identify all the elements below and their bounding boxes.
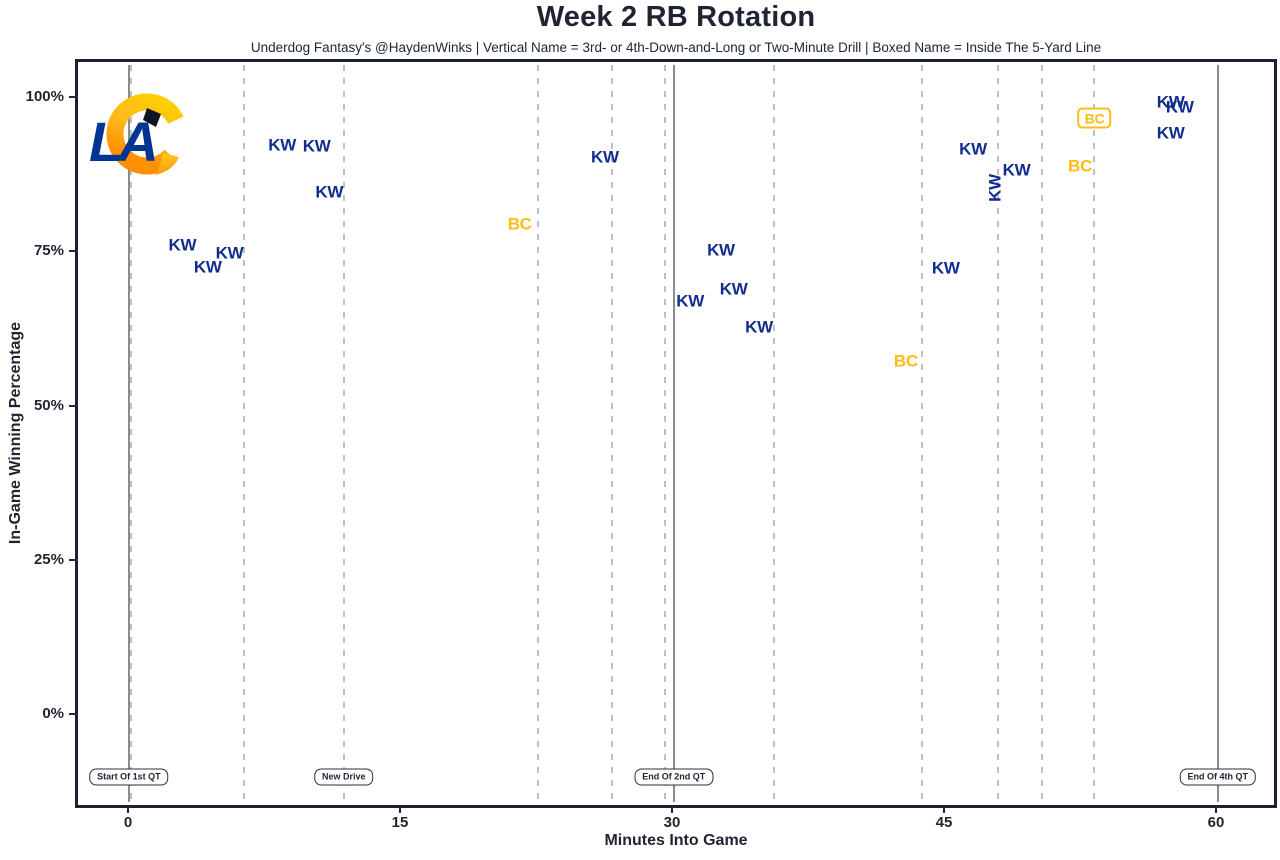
la-rams-logo-icon: LA xyxy=(89,93,188,175)
x-tick-label: 45 xyxy=(935,814,953,831)
x-tick-mark xyxy=(127,805,129,813)
x-tick-mark xyxy=(398,805,401,813)
x-tick-label: 60 xyxy=(1207,814,1225,831)
data-point-kw: KW xyxy=(719,279,748,299)
y-tick-mark xyxy=(69,96,78,98)
new-drive-gridline xyxy=(536,65,539,802)
y-tick-mark xyxy=(69,250,78,253)
chart-title: Week 2 RB Rotation xyxy=(536,1,816,33)
new-drive-gridline xyxy=(129,65,132,802)
data-point-kw: KW xyxy=(707,240,735,260)
data-point-kw: KW xyxy=(302,136,331,156)
data-point-kw: KW xyxy=(193,257,222,277)
new-drive-gridline xyxy=(1040,65,1043,802)
data-point-kw: KW xyxy=(591,147,619,167)
data-point-kw: KW xyxy=(1002,160,1031,180)
quarter-label-box: End Of 4th QT xyxy=(1179,768,1257,786)
x-tick-label: 15 xyxy=(391,814,409,831)
data-point-kw: KW xyxy=(931,258,960,278)
y-tick-label: 100% xyxy=(25,88,64,105)
data-point-kw: KW xyxy=(315,182,344,202)
data-point-kw: KW xyxy=(1165,97,1194,117)
x-tick-mark xyxy=(670,805,673,813)
quarter-line xyxy=(1216,65,1219,802)
y-tick-mark xyxy=(69,404,78,407)
new-drive-gridline xyxy=(1093,65,1096,802)
data-point-kw: KW xyxy=(959,139,987,159)
quarter-line xyxy=(672,65,675,802)
quarter-label-box: End Of 2nd QT xyxy=(634,768,714,786)
y-tick-mark xyxy=(69,713,78,715)
new-drive-label-box: New Drive xyxy=(314,768,374,786)
new-drive-gridline xyxy=(921,65,924,802)
data-point-kw: KW xyxy=(215,243,244,263)
new-drive-gridline xyxy=(772,65,775,802)
data-point-kw: KW xyxy=(985,173,1005,202)
new-drive-gridline xyxy=(342,65,345,802)
x-tick-label: 30 xyxy=(663,814,681,831)
y-axis-title: In-Game Winning Percentage xyxy=(7,321,24,545)
new-drive-gridline xyxy=(663,65,666,802)
data-point-bc: BC xyxy=(893,351,918,371)
data-point-kw: KW xyxy=(745,317,773,337)
data-point-kw: KW xyxy=(268,135,296,155)
y-tick-label: 50% xyxy=(33,396,64,414)
data-point-bc: BC xyxy=(1067,156,1092,176)
logo-notch xyxy=(143,108,161,127)
quarter-line xyxy=(127,65,130,802)
data-point-kw: KW xyxy=(1156,92,1185,112)
quarter-label-box: Start Of 1st QT xyxy=(89,768,169,786)
y-tick-mark xyxy=(69,558,78,561)
x-tick-mark xyxy=(1214,805,1217,813)
x-axis-title: Minutes Into Game xyxy=(604,832,748,849)
y-tick-label: 25% xyxy=(33,550,64,568)
new-drive-gridline xyxy=(243,65,246,802)
data-point-bc: BC xyxy=(1077,107,1112,129)
data-point-kw: KW xyxy=(168,235,197,255)
data-point-kw: KW xyxy=(676,291,704,311)
x-tick-mark xyxy=(942,805,945,813)
plot-area: Minutes Into Game Start Of 1st QT End Of … xyxy=(26,62,1274,849)
data-point-bc: BC xyxy=(507,214,532,234)
y-tick-label: 0% xyxy=(42,705,64,722)
new-drive-gridline xyxy=(611,65,614,802)
chart-subtitle: Underdog Fantasy's @HaydenWinks | Vertic… xyxy=(250,40,1102,55)
y-tick-label: 75% xyxy=(33,242,64,260)
x-tick-label: 0 xyxy=(123,814,133,831)
new-drive-gridline xyxy=(997,65,1000,802)
logo-horn-tip xyxy=(155,153,179,175)
data-point-kw: KW xyxy=(1156,123,1185,143)
